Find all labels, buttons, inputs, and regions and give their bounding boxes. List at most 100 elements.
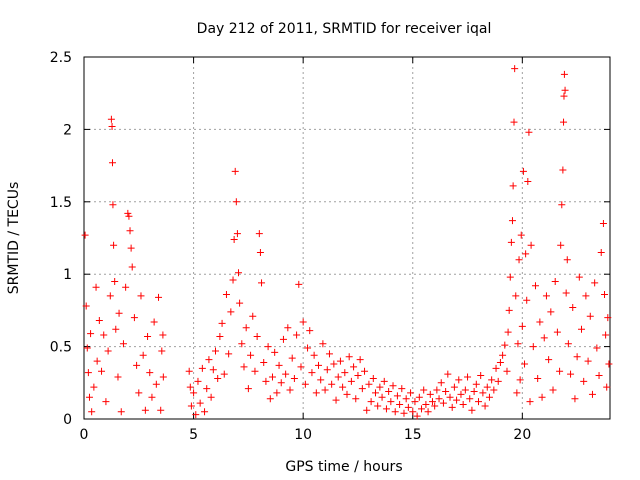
data-point <box>356 356 364 364</box>
data-point <box>352 395 360 403</box>
data-point <box>343 390 351 398</box>
data-point <box>505 306 513 314</box>
data-point <box>277 379 285 387</box>
data-point <box>82 302 90 310</box>
data-point <box>407 389 415 397</box>
data-point <box>411 398 419 406</box>
data-point <box>336 357 344 365</box>
x-tick-label: 10 <box>294 427 312 443</box>
data-point <box>361 367 369 375</box>
data-point <box>472 380 480 388</box>
x-axis-label: GPS time / hours <box>285 459 402 475</box>
data-point <box>549 386 557 394</box>
data-point <box>231 167 239 175</box>
data-point <box>111 277 119 285</box>
data-point <box>517 231 525 239</box>
data-point <box>603 383 611 391</box>
data-point <box>85 393 93 401</box>
y-tick-label: 1 <box>63 267 72 283</box>
data-point <box>290 374 298 382</box>
data-point <box>551 277 559 285</box>
data-point <box>435 395 443 403</box>
data-point <box>230 235 238 243</box>
data-point <box>260 359 268 367</box>
data-point <box>190 389 198 397</box>
data-point <box>207 393 215 401</box>
data-point <box>209 366 217 374</box>
data-point <box>588 390 596 398</box>
data-point <box>369 374 377 382</box>
data-point <box>284 324 292 332</box>
data-point <box>477 372 485 380</box>
data-point <box>453 396 461 404</box>
data-point <box>385 387 393 395</box>
data-point <box>232 198 240 206</box>
data-point <box>268 373 276 381</box>
data-point <box>108 123 116 131</box>
data-point <box>323 366 331 374</box>
data-point <box>439 399 447 407</box>
data-point <box>90 383 98 391</box>
data-point <box>247 351 255 359</box>
data-points <box>81 65 613 420</box>
data-point <box>479 389 487 397</box>
data-point <box>524 178 532 186</box>
y-tick-label: 0.5 <box>50 340 72 356</box>
data-point <box>431 402 439 410</box>
data-point <box>418 405 426 413</box>
data-point <box>319 340 327 348</box>
y-tick-label: 1.5 <box>50 195 72 211</box>
data-point <box>382 405 390 413</box>
data-point <box>602 331 610 339</box>
data-point <box>514 340 522 348</box>
data-point <box>107 115 115 123</box>
data-point <box>264 343 272 351</box>
data-point <box>240 363 248 371</box>
data-point <box>273 389 281 397</box>
data-point <box>538 393 546 401</box>
data-point <box>402 395 410 403</box>
data-point <box>512 292 520 300</box>
data-point <box>483 383 491 391</box>
data-point <box>506 273 514 281</box>
data-point <box>400 409 408 417</box>
data-point <box>109 201 117 209</box>
data-point <box>558 201 566 209</box>
data-point <box>365 380 373 388</box>
data-point <box>468 406 476 414</box>
data-point <box>529 343 537 351</box>
data-point <box>233 230 241 238</box>
data-point <box>187 402 195 410</box>
data-point <box>599 220 607 228</box>
data-point <box>135 389 143 397</box>
data-point <box>115 309 123 317</box>
data-point <box>141 406 149 414</box>
data-point <box>297 363 305 371</box>
data-point <box>194 377 202 385</box>
data-point <box>93 357 101 365</box>
data-point <box>108 159 116 167</box>
data-point <box>374 402 382 410</box>
data-point <box>536 318 544 326</box>
data-point <box>448 403 456 411</box>
y-tick-label: 2 <box>63 122 72 138</box>
data-point <box>301 380 309 388</box>
data-point <box>130 314 138 322</box>
data-point <box>293 331 301 339</box>
data-point <box>380 377 388 385</box>
data-point <box>496 359 504 367</box>
data-point <box>363 406 371 414</box>
data-point <box>556 367 564 375</box>
data-point <box>509 182 517 190</box>
data-point <box>562 289 570 297</box>
data-point <box>367 398 375 406</box>
data-point <box>100 331 108 339</box>
data-point <box>125 212 133 220</box>
data-point <box>119 340 127 348</box>
x-tick-labels: 0 5 10 15 20 <box>80 427 532 443</box>
data-point <box>218 319 226 327</box>
data-point <box>553 328 561 336</box>
data-point <box>236 299 244 307</box>
data-point <box>547 308 555 316</box>
